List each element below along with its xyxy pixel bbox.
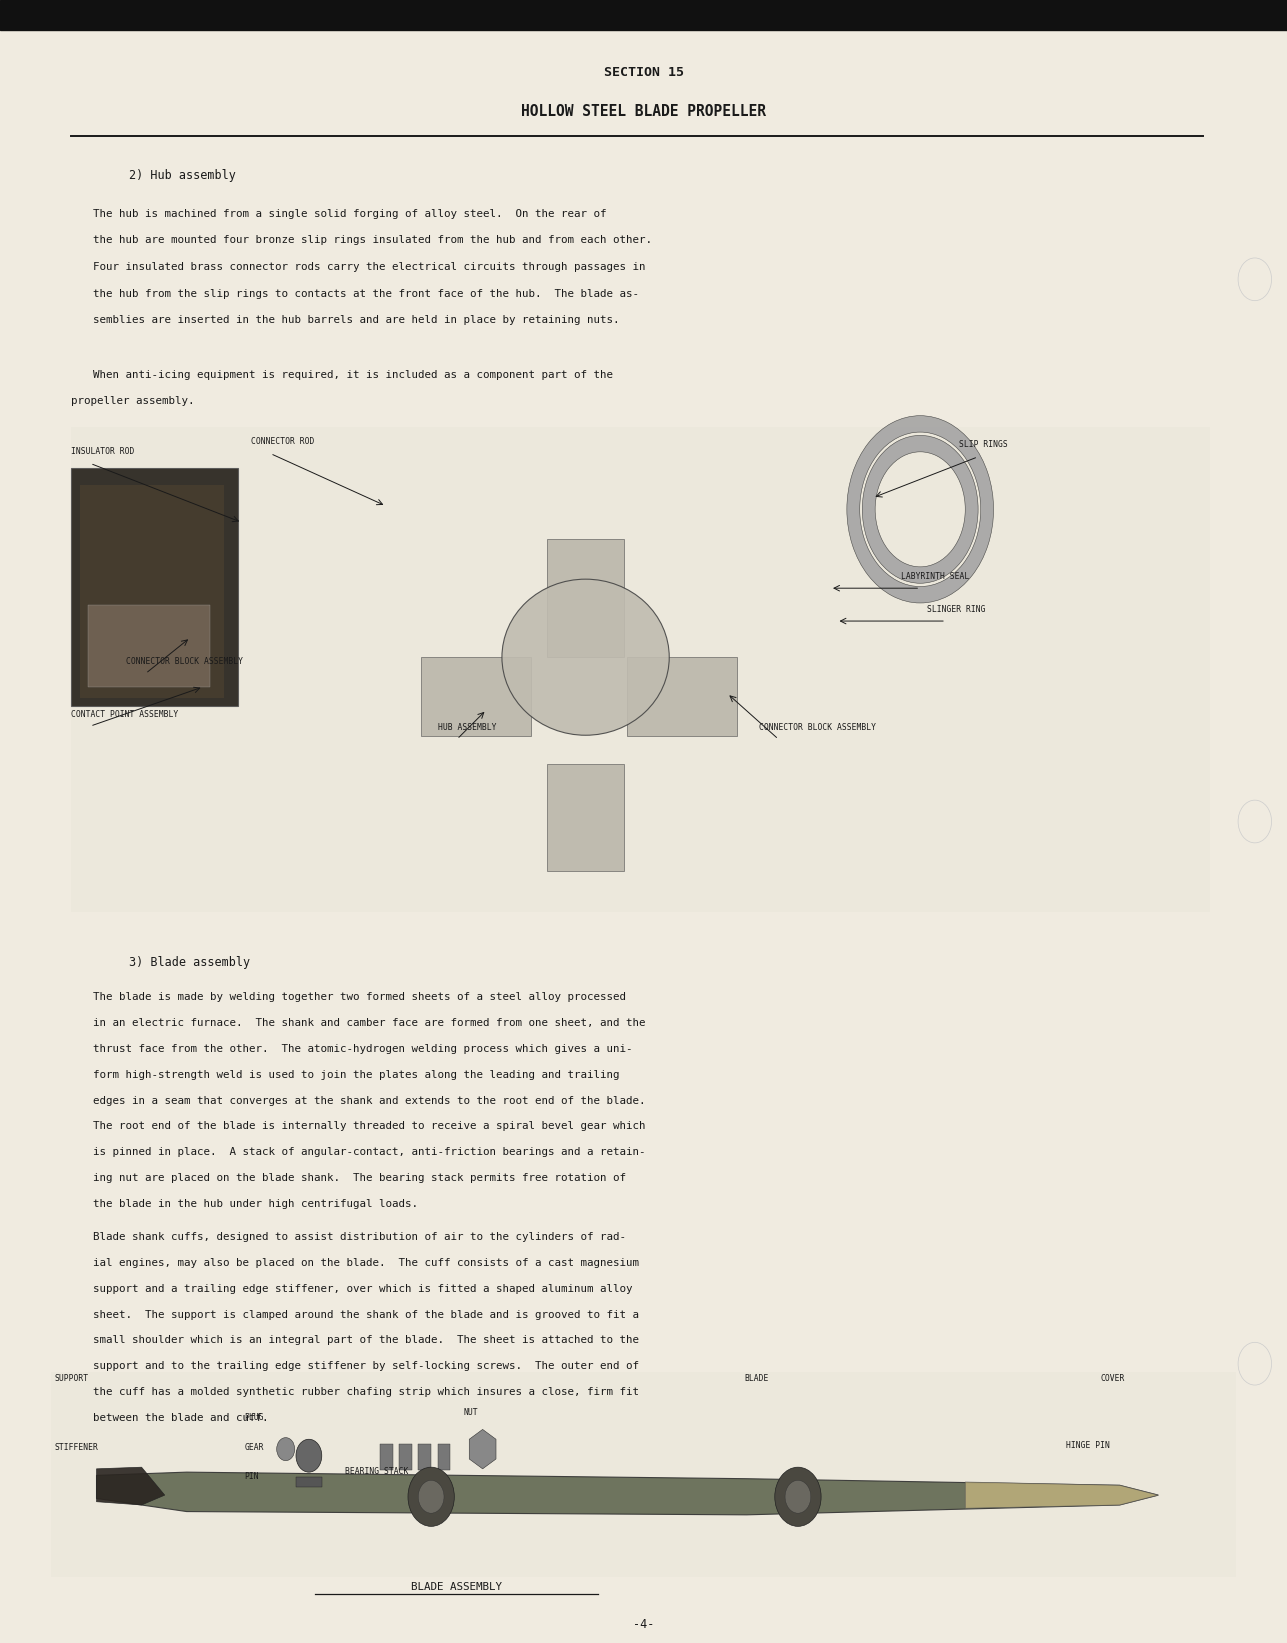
Text: CONTACT POINT ASSEMBLY: CONTACT POINT ASSEMBLY	[71, 710, 178, 718]
Text: COVER: COVER	[1100, 1374, 1125, 1382]
Text: Blade shank cuffs, designed to assist distribution of air to the cylinders of ra: Blade shank cuffs, designed to assist di…	[93, 1232, 625, 1242]
Bar	[51, 1372, 1236, 1577]
Circle shape	[418, 1480, 444, 1513]
Text: PIN: PIN	[245, 1472, 259, 1480]
Text: The root end of the blade is internally threaded to receive a spiral bevel gear : The root end of the blade is internally …	[93, 1122, 645, 1132]
Text: STIFFENER: STIFFENER	[54, 1443, 98, 1451]
Text: between the blade and cuff.: between the blade and cuff.	[93, 1413, 268, 1423]
Text: semblies are inserted in the hub barrels and are held in place by retaining nuts: semblies are inserted in the hub barrels…	[93, 315, 619, 325]
Text: in an electric furnace.  The shank and camber face are formed from one sheet, an: in an electric furnace. The shank and ca…	[93, 1019, 645, 1029]
Text: The hub is machined from a single solid forging of alloy steel.  On the rear of: The hub is machined from a single solid …	[93, 209, 606, 219]
Bar	[438, 1444, 450, 1470]
Text: ing nut are placed on the blade shank.  The bearing stack permits free rotation : ing nut are placed on the blade shank. T…	[93, 1173, 625, 1183]
Bar	[0, 0, 1287, 30]
Text: edges in a seam that converges at the shank and extends to the root end of the b: edges in a seam that converges at the sh…	[93, 1096, 645, 1106]
Circle shape	[296, 1439, 322, 1472]
Text: GEAR: GEAR	[245, 1443, 264, 1451]
Text: The blade is made by welding together two formed sheets of a steel alloy process: The blade is made by welding together tw…	[93, 992, 625, 1002]
Text: BEARING STACK: BEARING STACK	[345, 1467, 408, 1475]
Text: CONNECTOR BLOCK ASSEMBLY: CONNECTOR BLOCK ASSEMBLY	[126, 657, 243, 665]
Bar	[418, 1444, 431, 1470]
Text: SECTION 15: SECTION 15	[604, 66, 683, 79]
Bar	[296, 1477, 322, 1487]
Text: SLIP RINGS: SLIP RINGS	[959, 440, 1008, 449]
Text: sheet.  The support is clamped around the shank of the blade and is grooved to f: sheet. The support is clamped around the…	[93, 1309, 638, 1319]
Bar	[399, 1444, 412, 1470]
Bar	[88, 605, 210, 687]
Text: SUPPORT: SUPPORT	[54, 1374, 89, 1382]
Text: the blade in the hub under high centrifugal loads.: the blade in the hub under high centrifu…	[93, 1199, 418, 1209]
Bar	[422, 657, 532, 736]
Text: support and to the trailing edge stiffener by self-locking screws.  The outer en: support and to the trailing edge stiffen…	[93, 1362, 638, 1372]
Ellipse shape	[502, 580, 669, 736]
Circle shape	[785, 1480, 811, 1513]
Text: ial engines, may also be placed on the blade.  The cuff consists of a cast magne: ial engines, may also be placed on the b…	[93, 1259, 638, 1268]
Text: the hub are mounted four bronze slip rings insulated from the hub and from each : the hub are mounted four bronze slip rin…	[93, 235, 651, 245]
Text: support and a trailing edge stiffener, over which is fitted a shaped aluminum al: support and a trailing edge stiffener, o…	[93, 1283, 632, 1293]
Circle shape	[1238, 1342, 1272, 1385]
Circle shape	[1238, 258, 1272, 301]
Circle shape	[1238, 800, 1272, 843]
Text: BLADE: BLADE	[744, 1374, 768, 1382]
Polygon shape	[965, 1482, 1158, 1508]
Text: LABYRINTH SEAL: LABYRINTH SEAL	[901, 572, 969, 580]
Bar	[547, 764, 624, 871]
Text: NUT: NUT	[463, 1408, 477, 1416]
Text: HUB ASSEMBLY: HUB ASSEMBLY	[438, 723, 495, 731]
Bar	[628, 657, 736, 736]
Text: When anti-icing equipment is required, it is included as a component part of the: When anti-icing equipment is required, i…	[93, 370, 613, 380]
Text: PLUG: PLUG	[245, 1413, 264, 1421]
Bar	[380, 1444, 393, 1470]
Bar	[71, 427, 1210, 912]
Polygon shape	[97, 1467, 165, 1505]
Text: 2) Hub assembly: 2) Hub assembly	[129, 169, 236, 182]
Text: thrust face from the other.  The atomic-hydrogen welding process which gives a u: thrust face from the other. The atomic-h…	[93, 1043, 632, 1053]
Circle shape	[408, 1467, 454, 1526]
Text: HINGE PIN: HINGE PIN	[1066, 1441, 1109, 1449]
Text: propeller assembly.: propeller assembly.	[71, 396, 194, 406]
Text: is pinned in place.  A stack of angular-contact, anti-friction bearings and a re: is pinned in place. A stack of angular-c…	[93, 1147, 645, 1157]
Text: -4-: -4-	[633, 1618, 654, 1631]
Text: Four insulated brass connector rods carry the electrical circuits through passag: Four insulated brass connector rods carr…	[93, 261, 645, 271]
Text: 3) Blade assembly: 3) Blade assembly	[129, 956, 250, 969]
Text: INSULATOR ROD: INSULATOR ROD	[71, 447, 134, 455]
Text: CONNECTOR ROD: CONNECTOR ROD	[251, 437, 314, 445]
Circle shape	[775, 1467, 821, 1526]
Text: HOLLOW STEEL BLADE PROPELLER: HOLLOW STEEL BLADE PROPELLER	[521, 104, 766, 118]
Text: small shoulder which is an integral part of the blade.  The sheet is attached to: small shoulder which is an integral part…	[93, 1336, 638, 1346]
Text: the hub from the slip rings to contacts at the front face of the hub.  The blade: the hub from the slip rings to contacts …	[93, 289, 638, 299]
Text: form high-strength weld is used to join the plates along the leading and trailin: form high-strength weld is used to join …	[93, 1070, 619, 1079]
Text: BLADE ASSEMBLY: BLADE ASSEMBLY	[412, 1582, 502, 1592]
Text: CONNECTOR BLOCK ASSEMBLY: CONNECTOR BLOCK ASSEMBLY	[759, 723, 876, 731]
Bar	[71, 468, 238, 706]
Bar	[80, 485, 224, 698]
Text: the cuff has a molded synthetic rubber chafing strip which insures a close, firm: the cuff has a molded synthetic rubber c…	[93, 1387, 638, 1397]
Circle shape	[277, 1438, 295, 1461]
Bar	[547, 539, 624, 657]
Text: SLINGER RING: SLINGER RING	[927, 605, 985, 613]
Polygon shape	[97, 1472, 1158, 1515]
